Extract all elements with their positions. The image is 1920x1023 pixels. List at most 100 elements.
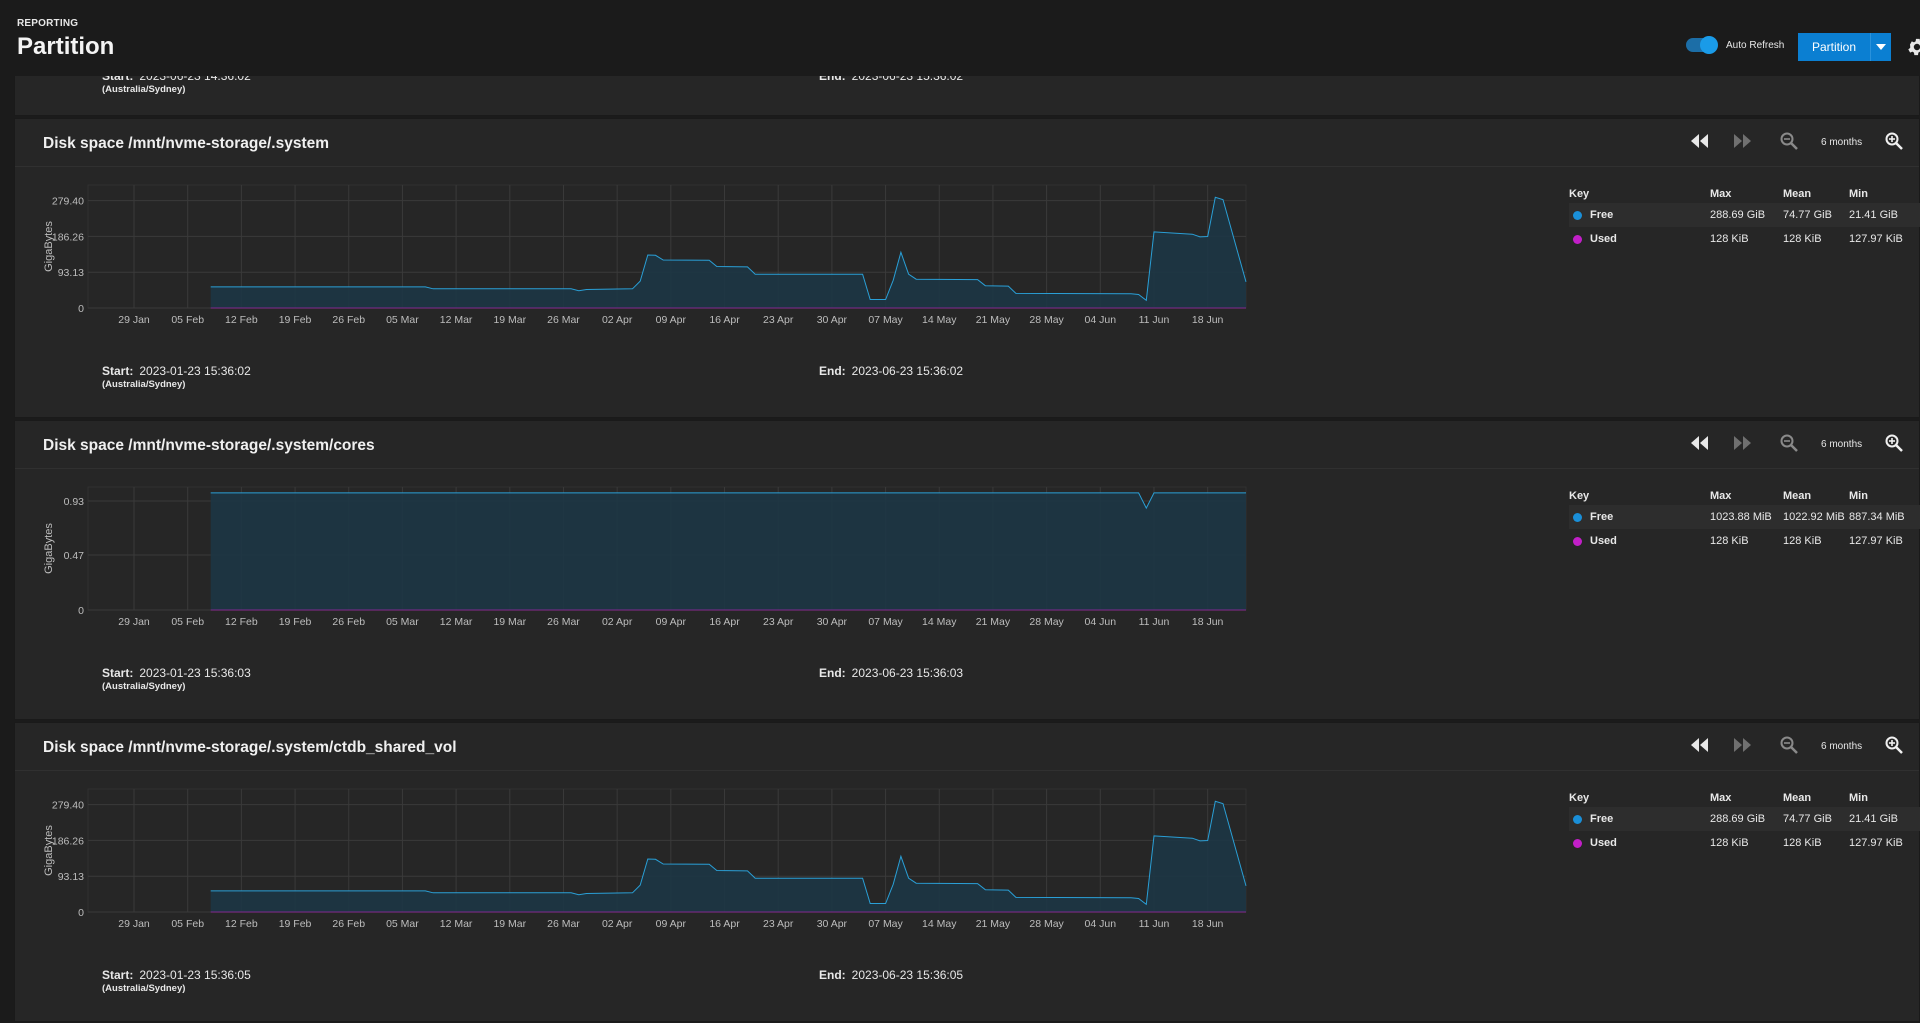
rewind-icon[interactable] (1691, 436, 1709, 455)
x-tick-label: 26 Mar (547, 918, 580, 930)
x-tick-label: 12 Feb (225, 616, 258, 628)
y-axis-label: GigaBytes (43, 825, 55, 876)
zoom-level: 6 months (1821, 741, 1863, 752)
x-tick-label: 05 Mar (386, 314, 419, 326)
end-label: End: (819, 364, 846, 378)
used-color-dot (1573, 234, 1582, 244)
legend-row-used[interactable]: Used 128 KiB 128 KiB 127.97 KiB (1569, 227, 1920, 251)
auto-refresh-toggle[interactable] (1686, 36, 1718, 54)
breadcrumb[interactable]: REPORTING (17, 18, 79, 29)
x-tick-label: 12 Mar (440, 918, 473, 930)
start-value: 2023-01-23 15:36:02 (139, 364, 251, 378)
fast-forward-icon[interactable] (1733, 436, 1751, 455)
zoom-level: 6 months (1821, 439, 1863, 450)
legend-max: 128 KiB (1710, 837, 1749, 849)
x-tick-label: 23 Apr (763, 918, 794, 930)
legend-name: Free (1590, 209, 1614, 221)
y-tick-label: 279.40 (52, 800, 84, 812)
zoom-out-icon[interactable] (1780, 132, 1798, 155)
fast-forward-icon[interactable] (1733, 738, 1751, 757)
x-tick-label: 14 May (922, 314, 957, 326)
x-tick-label: 09 Apr (656, 314, 687, 326)
legend-min: 127.97 KiB (1849, 233, 1903, 245)
start-time: Start: 2023-01-23 15:36:03 (Australia/Syd… (102, 666, 251, 692)
fast-forward-icon[interactable] (1733, 134, 1751, 153)
card-title: Disk space /mnt/nvme-storage/.system (43, 135, 330, 152)
free-color-dot (1573, 210, 1582, 220)
card-title: Disk space /mnt/nvme-storage/.system/cor… (43, 437, 375, 454)
start-value: 2023-01-23 15:36:03 (139, 666, 251, 680)
end-time: End: 2023-06-23 15:36:03 (819, 666, 963, 680)
y-tick-label: 0 (78, 907, 84, 919)
legend-header-key: Key (1569, 188, 1590, 200)
zoom-in-icon[interactable] (1885, 434, 1903, 457)
x-tick-label: 19 Mar (493, 314, 526, 326)
series-free-area (210, 197, 1247, 308)
chart-plot[interactable]: 29 Jan 05 Feb 12 Feb 19 Feb 26 Feb 05 Mar 12 M… (15, 471, 1555, 656)
timezone: (Australia/Sydney) (102, 983, 186, 994)
gear-icon[interactable] (1906, 36, 1920, 63)
legend-row-free[interactable]: Free 288.69 GiB 74.77 GiB 21.41 GiB (1569, 203, 1920, 227)
start-time: Start: 2023-01-23 15:36:02 (Australia/Syd… (102, 364, 251, 390)
chart-card-3: Disk space /mnt/nvme-storage/.system/ctd… (14, 722, 1920, 1022)
x-tick-label: 28 May (1029, 616, 1064, 628)
card-header: Disk space /mnt/nvme-storage/.system/ctd… (15, 723, 1919, 771)
y-axis-label: GigaBytes (43, 523, 55, 574)
x-tick-label: 30 Apr (817, 616, 848, 628)
legend-header-mean: Mean (1783, 792, 1812, 804)
end-value: 2023-06-23 15:36:05 (851, 968, 964, 982)
x-tick-label: 16 Apr (709, 314, 740, 326)
chart-plot[interactable]: 29 Jan 05 Feb 12 Feb 19 Feb 26 Feb 05 Mar 12 M… (15, 169, 1555, 354)
chart-plot[interactable]: 29 Jan 05 Feb 12 Feb 19 Feb 26 Feb 05 Mar 12 M… (15, 773, 1555, 958)
legend-row-used[interactable]: Used 128 KiB 128 KiB 127.97 KiB (1569, 831, 1920, 855)
legend-header-min: Min (1849, 490, 1868, 502)
page-title: Partition (17, 33, 115, 60)
x-tick-label: 02 Apr (602, 314, 633, 326)
auto-refresh-control[interactable]: Auto Refresh (1686, 36, 1785, 54)
zoom-in-icon[interactable] (1885, 736, 1903, 759)
legend-max: 1023.88 MiB (1710, 511, 1772, 523)
x-tick-label: 05 Mar (386, 616, 419, 628)
legend-row-free[interactable]: Free 288.69 GiB 74.77 GiB 21.41 GiB (1569, 807, 1920, 831)
start-label: Start: (102, 968, 134, 982)
start-label: Start: (102, 666, 134, 680)
x-tick-label: 21 May (976, 616, 1011, 628)
legend-min: 21.41 GiB (1849, 813, 1898, 825)
chevron-down-icon[interactable] (1870, 33, 1891, 61)
partition-dropdown-button[interactable]: Partition (1798, 33, 1891, 61)
rewind-icon[interactable] (1691, 134, 1709, 153)
x-tick-label: 12 Mar (440, 616, 473, 628)
legend-row-free[interactable]: Free 1023.88 MiB 1022.92 MiB 887.34 MiB (1569, 505, 1920, 529)
auto-refresh-label: Auto Refresh (1726, 39, 1785, 51)
chart-legend: Key Max Mean Min Free 288.69 GiB 74.77 G… (1569, 789, 1920, 855)
x-tick-label: 30 Apr (817, 314, 848, 326)
legend-mean: 128 KiB (1783, 535, 1822, 547)
legend-header: Key Max Mean Min (1569, 487, 1920, 505)
end-value: 2023-06-23 15:36:03 (851, 666, 964, 680)
series-free-line (210, 800, 1247, 906)
legend-header-key: Key (1569, 490, 1590, 502)
x-tick-label: 29 Jan (118, 616, 150, 628)
x-tick-label: 28 May (1029, 918, 1064, 930)
legend-mean: 128 KiB (1783, 233, 1822, 245)
legend-header-min: Min (1849, 792, 1868, 804)
legend-name: Used (1590, 837, 1617, 849)
zoom-out-icon[interactable] (1780, 736, 1798, 759)
y-tick-label: 279.40 (52, 196, 84, 208)
legend-header-mean: Mean (1783, 188, 1812, 200)
end-value: 2023-06-23 15:36:02 (851, 364, 964, 378)
legend-mean: 74.77 GiB (1783, 209, 1832, 221)
end-label: End: (819, 666, 846, 680)
y-tick-label: 186.26 (52, 231, 84, 243)
x-tick-label: 09 Apr (656, 616, 687, 628)
y-tick-label: 0.47 (64, 550, 85, 562)
legend-row-used[interactable]: Used 128 KiB 128 KiB 127.97 KiB (1569, 529, 1920, 553)
x-tick-label: 04 Jun (1085, 918, 1117, 930)
legend-min: 21.41 GiB (1849, 209, 1898, 221)
rewind-icon[interactable] (1691, 738, 1709, 757)
zoom-out-icon[interactable] (1780, 434, 1798, 457)
legend-max: 128 KiB (1710, 535, 1749, 547)
y-tick-label: 93.13 (58, 267, 84, 279)
zoom-in-icon[interactable] (1885, 132, 1903, 155)
x-tick-label: 26 Feb (332, 314, 365, 326)
